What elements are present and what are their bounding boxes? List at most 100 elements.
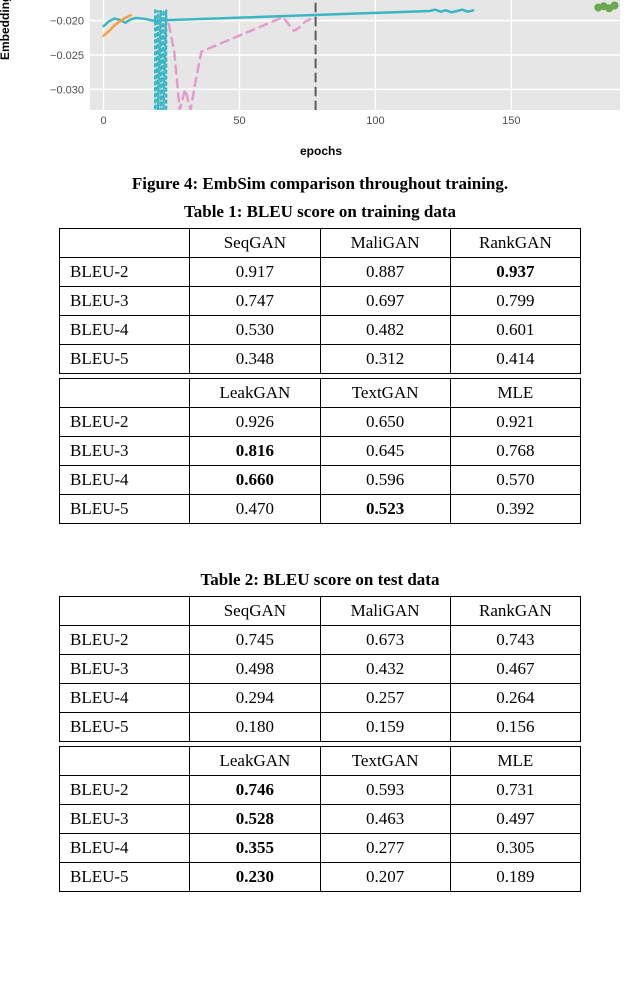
data-cell: 0.348 <box>190 345 320 374</box>
table-1-header-cell <box>60 379 190 408</box>
table-1-header-cell: MaliGAN <box>320 229 450 258</box>
tables-container: Table 1: BLEU score on training data Seq… <box>59 202 581 892</box>
data-cell: 0.277 <box>320 834 450 863</box>
data-cell: 0.159 <box>320 713 450 742</box>
data-cell: 0.917 <box>190 258 320 287</box>
table-1-block-0: SeqGANMaliGANRankGANBLEU-20.9170.8870.93… <box>59 228 581 374</box>
svg-text:−0.030: −0.030 <box>50 84 84 96</box>
data-cell: 0.312 <box>320 345 450 374</box>
row-label: BLEU-3 <box>60 805 190 834</box>
table-row: BLEU-50.3480.3120.414 <box>60 345 581 374</box>
chart-y-axis-label: Embeddings <box>0 0 12 60</box>
data-cell: 0.156 <box>450 713 580 742</box>
row-label: BLEU-2 <box>60 408 190 437</box>
table-row: BLEU-20.7460.5930.731 <box>60 776 581 805</box>
row-label: BLEU-5 <box>60 345 190 374</box>
table-2-header-cell: MLE <box>450 747 580 776</box>
row-label: BLEU-3 <box>60 437 190 466</box>
table-row: BLEU-30.4980.4320.467 <box>60 655 581 684</box>
svg-text:−0.025: −0.025 <box>50 50 84 62</box>
data-cell: 0.523 <box>320 495 450 524</box>
data-cell: 0.747 <box>190 287 320 316</box>
data-cell: 0.570 <box>450 466 580 495</box>
table-2-header-cell: MaliGAN <box>320 597 450 626</box>
data-cell: 0.257 <box>320 684 450 713</box>
row-label: BLEU-3 <box>60 287 190 316</box>
table-row: BLEU-40.6600.5960.570 <box>60 466 581 495</box>
data-cell: 0.432 <box>320 655 450 684</box>
table-1-header-cell: RankGAN <box>450 229 580 258</box>
table-row: BLEU-40.3550.2770.305 <box>60 834 581 863</box>
data-cell: 0.467 <box>450 655 580 684</box>
row-label: BLEU-5 <box>60 863 190 892</box>
svg-text:0: 0 <box>101 115 107 127</box>
table-row: BLEU-20.9170.8870.937 <box>60 258 581 287</box>
data-cell: 0.887 <box>320 258 450 287</box>
data-cell: 0.230 <box>190 863 320 892</box>
table-2-header-cell: LeakGAN <box>190 747 320 776</box>
data-cell: 0.745 <box>190 626 320 655</box>
data-cell: 0.463 <box>320 805 450 834</box>
table-row: BLEU-20.9260.6500.921 <box>60 408 581 437</box>
data-cell: 0.816 <box>190 437 320 466</box>
table-2-header-cell: RankGAN <box>450 597 580 626</box>
table-2-block-1: LeakGANTextGANMLEBLEU-20.7460.5930.731BL… <box>59 746 581 892</box>
table-2-header-cell <box>60 597 190 626</box>
table-row: BLEU-50.2300.2070.189 <box>60 863 581 892</box>
data-cell: 0.497 <box>450 805 580 834</box>
data-cell: 0.414 <box>450 345 580 374</box>
data-cell: 0.498 <box>190 655 320 684</box>
data-cell: 0.392 <box>450 495 580 524</box>
row-label: BLEU-5 <box>60 495 190 524</box>
embsim-chart: Embeddings −0.030−0.025−0.020050100150 e… <box>0 0 640 160</box>
table-row: BLEU-50.1800.1590.156 <box>60 713 581 742</box>
row-label: BLEU-3 <box>60 655 190 684</box>
row-label: BLEU-4 <box>60 466 190 495</box>
table-row: BLEU-50.4700.5230.392 <box>60 495 581 524</box>
table-2: SeqGANMaliGANRankGANBLEU-20.7450.6730.74… <box>59 596 581 892</box>
data-cell: 0.697 <box>320 287 450 316</box>
data-cell: 0.482 <box>320 316 450 345</box>
table-2-caption: Table 2: BLEU score on test data <box>59 570 581 590</box>
data-cell: 0.305 <box>450 834 580 863</box>
data-cell: 0.921 <box>450 408 580 437</box>
data-cell: 0.530 <box>190 316 320 345</box>
table-2-header-cell: SeqGAN <box>190 597 320 626</box>
data-cell: 0.189 <box>450 863 580 892</box>
table-1-header-cell <box>60 229 190 258</box>
chart-canvas: −0.030 −0.025 −0.020 0 50 100 150 <box>40 0 630 140</box>
table-1-header-cell: TextGAN <box>320 379 450 408</box>
table-2-block-0: SeqGANMaliGANRankGANBLEU-20.7450.6730.74… <box>59 596 581 742</box>
svg-text:100: 100 <box>366 115 384 127</box>
svg-text:−0.020: −0.020 <box>50 16 84 28</box>
data-cell: 0.180 <box>190 713 320 742</box>
table-1-header-cell: MLE <box>450 379 580 408</box>
table-1-header-cell: SeqGAN <box>190 229 320 258</box>
figure-4-caption: Figure 4: EmbSim comparison throughout t… <box>0 174 640 194</box>
table-1-header-cell: LeakGAN <box>190 379 320 408</box>
row-label: BLEU-4 <box>60 316 190 345</box>
row-label: BLEU-4 <box>60 834 190 863</box>
table-row: BLEU-30.7470.6970.799 <box>60 287 581 316</box>
data-cell: 0.673 <box>320 626 450 655</box>
row-label: BLEU-2 <box>60 626 190 655</box>
table-row: BLEU-40.5300.4820.601 <box>60 316 581 345</box>
data-cell: 0.660 <box>190 466 320 495</box>
row-label: BLEU-2 <box>60 776 190 805</box>
data-cell: 0.601 <box>450 316 580 345</box>
data-cell: 0.926 <box>190 408 320 437</box>
table-2-header-cell <box>60 747 190 776</box>
row-label: BLEU-4 <box>60 684 190 713</box>
data-cell: 0.746 <box>190 776 320 805</box>
svg-text:50: 50 <box>233 115 245 127</box>
data-cell: 0.264 <box>450 684 580 713</box>
data-cell: 0.650 <box>320 408 450 437</box>
table-row: BLEU-40.2940.2570.264 <box>60 684 581 713</box>
svg-text:150: 150 <box>502 115 520 127</box>
row-label: BLEU-2 <box>60 258 190 287</box>
table-row: BLEU-30.5280.4630.497 <box>60 805 581 834</box>
table-spacer <box>59 524 581 562</box>
table-row: BLEU-20.7450.6730.743 <box>60 626 581 655</box>
table-2-header-cell: TextGAN <box>320 747 450 776</box>
data-cell: 0.645 <box>320 437 450 466</box>
